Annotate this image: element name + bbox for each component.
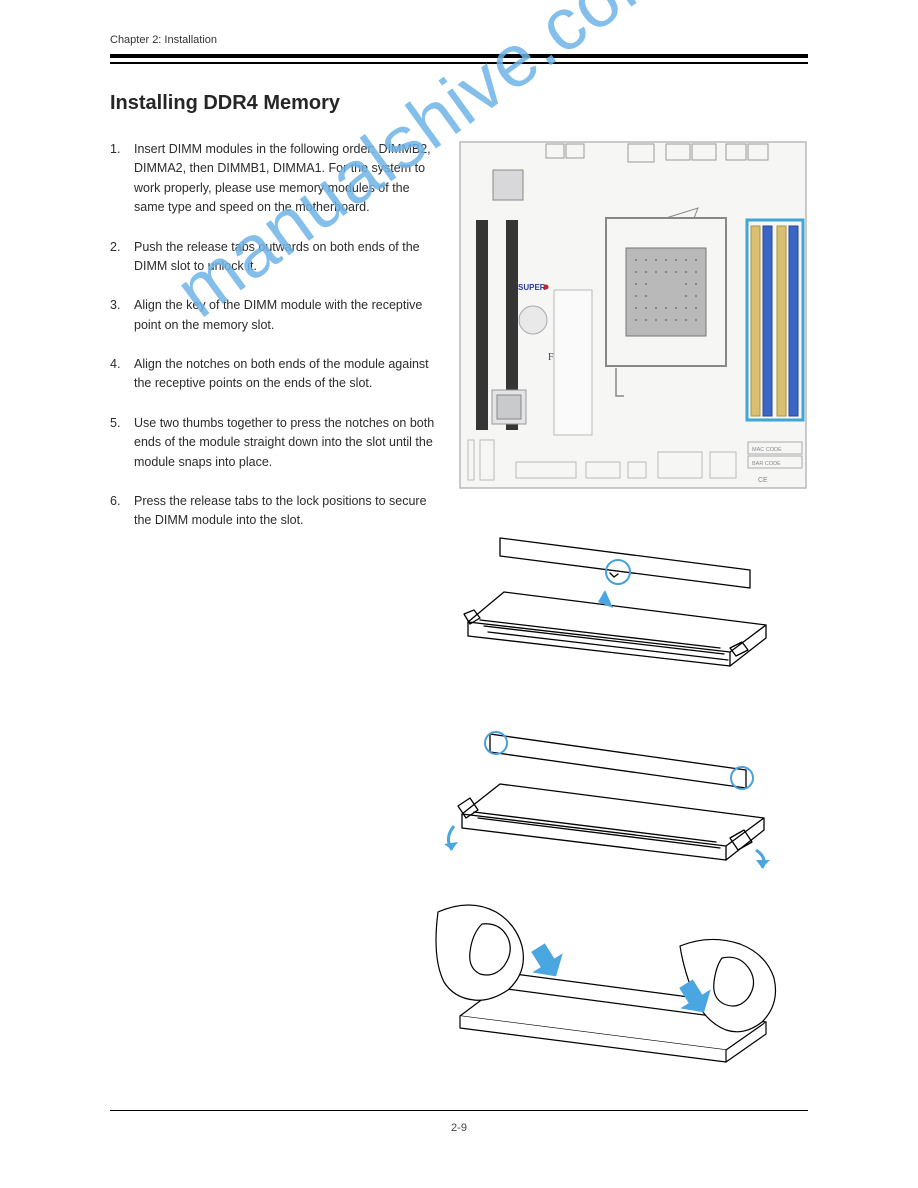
step-number: 1. [110,140,134,218]
step-item: 6.Press the release tabs to the lock pos… [110,492,440,531]
step-item: 4.Align the notches on both ends of the … [110,355,440,394]
manual-page: Chapter 2: Installation Installing DDR4 … [0,0,918,1188]
step-number: 5. [110,414,134,472]
step-item: 1.Insert DIMM modules in the following o… [110,140,440,218]
step-item: 3.Align the key of the DIMM module with … [110,296,440,335]
step-text: Align the notches on both ends of the mo… [134,355,440,394]
page-number: 2-9 [0,1122,918,1134]
dimm-press-figure [430,894,778,1069]
dimm-key-align-figure [430,530,778,695]
step-number: 3. [110,296,134,335]
step-text: Align the key of the DIMM module with th… [134,296,440,335]
step-number: 6. [110,492,134,531]
chapter-header: Chapter 2: Installation [110,34,217,46]
step-number: 4. [110,355,134,394]
step-text: Push the release tabs outwards on both e… [134,238,440,277]
dimm-notch-figure [430,718,778,873]
install-steps: 1.Insert DIMM modules in the following o… [110,140,440,551]
svg-text:MAC CODE: MAC CODE [752,447,782,453]
step-text: Use two thumbs together to press the not… [134,414,440,472]
supero-logo: SUPER [518,283,546,292]
svg-text:BAR CODE: BAR CODE [752,461,781,467]
step-item: 2.Push the release tabs outwards on both… [110,238,440,277]
release-arrow-icon [444,842,458,850]
release-arrow-icon [756,860,770,868]
step-text: Press the release tabs to the lock posit… [134,492,440,531]
step-item: 5.Use two thumbs together to press the n… [110,414,440,472]
ce-mark: CE [758,477,768,484]
section-title: Installing DDR4 Memory [110,92,340,115]
step-number: 2. [110,238,134,277]
motherboard-diagram: SUPER FC [458,140,808,490]
footer-rule [110,1110,808,1111]
step-text: Insert DIMM modules in the following ord… [134,140,440,218]
header-rule-thin [110,62,808,64]
header-rule-thick [110,54,808,58]
